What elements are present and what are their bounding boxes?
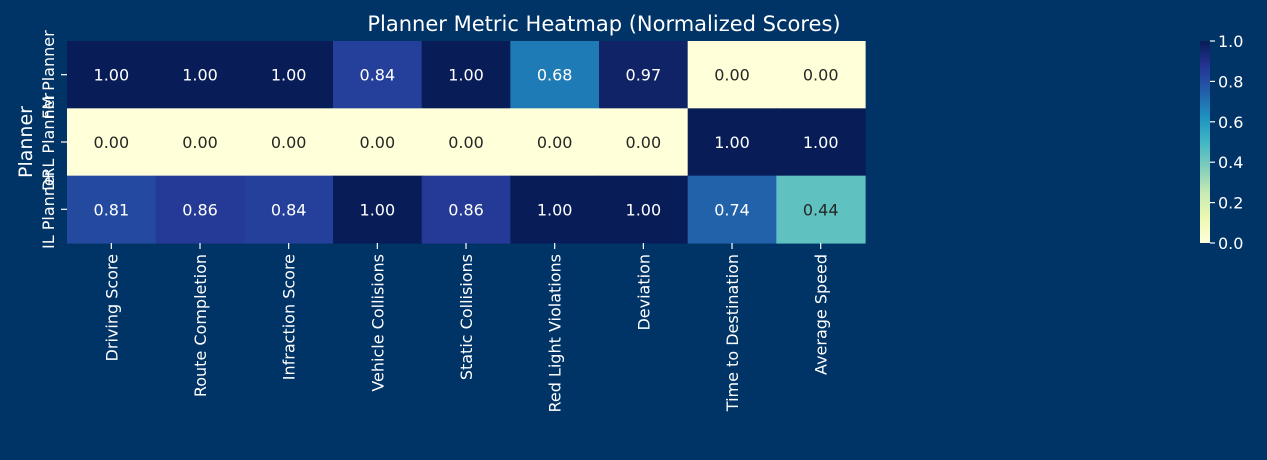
cell-value-label: 0.00 — [714, 66, 750, 85]
colorbar-tick-label: 0.2 — [1218, 194, 1243, 213]
heatmap-cell — [776, 41, 866, 109]
heatmap-cell — [67, 108, 157, 177]
colorbar-tick-label: 1.0 — [1218, 32, 1243, 51]
cell-value-label: 1.00 — [714, 133, 750, 152]
column-label: Driving Score — [102, 254, 121, 361]
cell-value-label: 1.00 — [803, 133, 839, 152]
colorbar-tick-label: 0.8 — [1218, 72, 1243, 91]
row-label: FM Planner — [39, 30, 58, 119]
heatmap-cell — [510, 41, 600, 109]
cell-value-label: 0.00 — [271, 133, 307, 152]
heatmap-cells: 1.00 1.00 1.00 0.84 1.00 0.68 0.97 0.00 0.00 0.00… — [67, 41, 866, 244]
cell-value-label: 0.00 — [360, 133, 396, 152]
colorbar-gradient — [1200, 41, 1210, 243]
chart-title: Planner Metric Heatmap (Normalized Score… — [367, 12, 840, 36]
colorbar-tick-label: 0.4 — [1218, 153, 1243, 172]
cell-value-label: 1.00 — [626, 200, 662, 219]
heatmap-cell — [687, 108, 777, 177]
heatmap-cell — [687, 41, 777, 109]
cell-value-label: 1.00 — [448, 66, 484, 85]
heatmap-cell — [155, 108, 245, 177]
cell-value-label: 0.74 — [714, 200, 750, 219]
colorbar-tick-label: 0.0 — [1218, 234, 1243, 253]
heatmap-cell — [421, 175, 511, 244]
heatmap-cell — [421, 108, 511, 177]
cell-value-label: 0.68 — [537, 66, 573, 85]
column-label: Red Light Violations — [546, 254, 565, 413]
heatmap-cell — [599, 108, 689, 177]
cell-value-label: 0.84 — [271, 200, 307, 219]
cell-value-label: 0.97 — [626, 66, 662, 85]
heatmap-cell — [244, 175, 334, 244]
heatmap-cell — [421, 41, 511, 109]
heatmap-cell — [67, 175, 157, 244]
heatmap-cell — [510, 175, 600, 244]
cell-value-label: 0.44 — [803, 200, 839, 219]
column-label: Average Speed — [812, 254, 831, 375]
heatmap-cell — [776, 108, 866, 177]
heatmap-cell — [244, 108, 334, 177]
cell-value-label: 0.00 — [448, 133, 484, 152]
heatmap-cell — [599, 41, 689, 109]
cell-value-label: 0.81 — [94, 200, 130, 219]
cell-value-label: 0.00 — [803, 66, 839, 85]
column-label: Vehicle Collisions — [368, 254, 387, 392]
cell-value-label: 1.00 — [537, 200, 573, 219]
cell-value-label: 1.00 — [360, 200, 396, 219]
heatmap-cell — [776, 175, 866, 244]
column-labels: Driving Score Route Completion Infraction … — [102, 242, 831, 413]
colorbar: 0.0 0.2 0.4 0.6 0.8 1.0 — [1200, 32, 1243, 253]
column-label: Static Collisions — [457, 254, 476, 380]
heatmap-cell — [244, 41, 334, 109]
column-label: Deviation — [634, 254, 653, 331]
column-label: Infraction Score — [280, 254, 299, 380]
column-label: Time to Destination — [723, 254, 742, 412]
cell-value-label: 0.86 — [182, 200, 218, 219]
heatmap-cell — [510, 108, 600, 177]
cell-value-label: 0.84 — [360, 66, 396, 85]
heatmap-cell — [67, 41, 157, 109]
row-label: IL Planner — [39, 169, 58, 249]
heatmap-cell — [687, 175, 777, 244]
heatmap-cell — [333, 41, 423, 109]
row-label: DRL Planner — [39, 93, 58, 191]
colorbar-tick-label: 0.6 — [1218, 113, 1243, 132]
cell-value-label: 0.00 — [94, 133, 130, 152]
cell-value-label: 1.00 — [271, 66, 307, 85]
heatmap-cell — [333, 108, 423, 177]
cell-value-label: 0.00 — [626, 133, 662, 152]
cell-value-label: 0.86 — [448, 200, 484, 219]
cell-value-label: 0.00 — [182, 133, 218, 152]
cell-value-label: 1.00 — [94, 66, 130, 85]
cell-value-label: 1.00 — [182, 66, 218, 85]
cell-value-label: 0.00 — [537, 133, 573, 152]
heatmap-cell — [599, 175, 689, 244]
heatmap-cell — [333, 175, 423, 244]
heatmap-cell — [155, 175, 245, 244]
heatmap-cell — [155, 41, 245, 109]
y-axis-label: Planner — [15, 106, 37, 178]
column-label: Route Completion — [191, 254, 210, 397]
